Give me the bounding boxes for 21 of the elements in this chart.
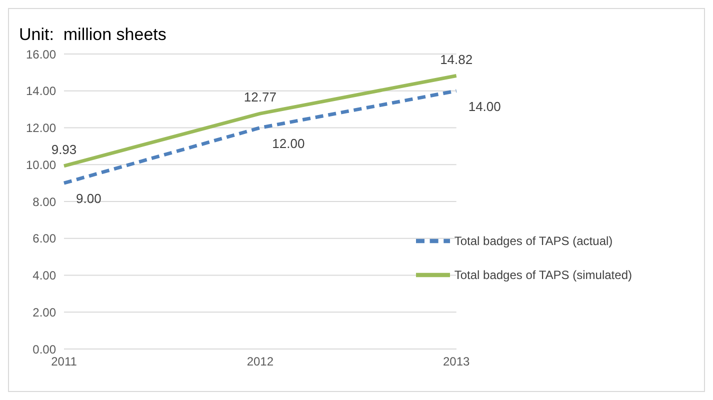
x-tick-label: 2013 [442, 354, 470, 369]
x-tick-label: 2012 [246, 354, 274, 369]
y-tick-label: 2.00 [32, 305, 56, 320]
legend-label: Total badges of TAPS (simulated) [454, 268, 632, 282]
y-tick-label: 16.00 [26, 47, 56, 62]
chart-title: Unit: million sheets [19, 25, 166, 45]
data-label: 12.77 [244, 90, 276, 105]
data-label: 14.00 [468, 98, 501, 114]
y-tick-label: 0.00 [32, 342, 56, 356]
legend-label: Total badges of TAPS (actual) [454, 234, 613, 248]
x-tick-label: 2011 [51, 354, 78, 369]
y-tick-label: 4.00 [32, 268, 56, 283]
data-label: 12.00 [272, 136, 305, 151]
y-tick-label: 14.00 [26, 84, 56, 98]
data-label: 9.00 [76, 191, 102, 206]
data-label: 9.93 [51, 142, 77, 157]
data-label: 14.82 [440, 52, 473, 67]
y-tick-label: 8.00 [32, 194, 56, 209]
y-tick-label: 12.00 [26, 121, 56, 136]
y-tick-label: 10.00 [26, 158, 56, 172]
y-tick-label: 6.00 [32, 232, 56, 246]
